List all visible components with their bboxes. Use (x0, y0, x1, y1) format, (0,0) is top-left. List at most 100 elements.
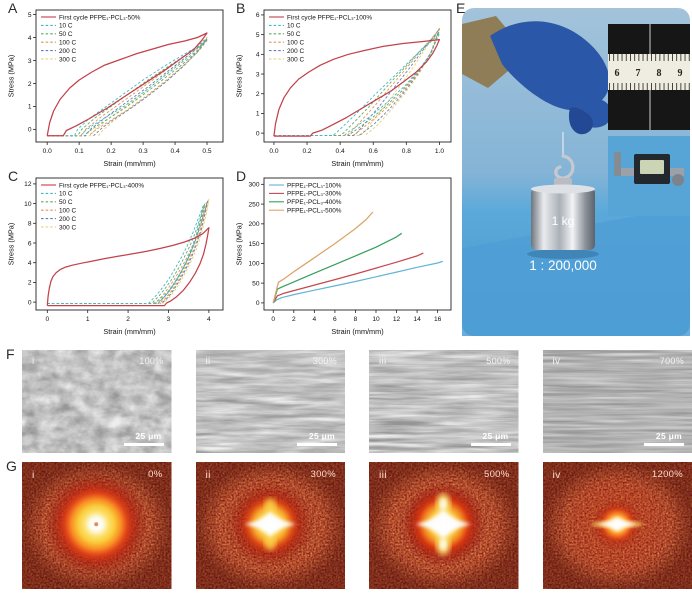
series-line (46, 227, 210, 307)
x-tick-label: 16 (434, 316, 442, 323)
weight-label: 1 kg (552, 214, 575, 228)
panel-label-b: B (236, 0, 246, 16)
sem-roman-3: iii (379, 356, 387, 367)
legend-label: 100 C (59, 208, 76, 215)
ruler-number-6: 6 (615, 68, 620, 79)
x-axis-label: Strain (mm/mm) (103, 159, 155, 168)
caliper-inset (608, 136, 690, 216)
x-tick-label: 8 (354, 316, 358, 323)
caliper-wheel (672, 174, 684, 186)
y-tick-label: 0 (28, 299, 32, 306)
scattering-pattern-1 (22, 462, 172, 590)
x-tick-label: 4 (207, 316, 211, 323)
sem-roman-4: iv (552, 356, 561, 367)
sem-texture-4 (542, 350, 692, 454)
series-line (273, 28, 440, 136)
scattering-image-1: i 0% (22, 462, 172, 590)
x-tick-label: 2 (292, 316, 296, 323)
sem-roman-2: ii (205, 356, 211, 367)
y-tick-label: 6 (256, 12, 260, 19)
x-tick-label: 1.0 (435, 148, 444, 155)
series-line (272, 232, 403, 304)
y-tick-label: 1 (28, 104, 32, 111)
series-line (272, 260, 443, 304)
x-tick-label: 0.0 (269, 148, 278, 155)
y-tick-label: 150 (248, 241, 259, 248)
y-axis-label: Stress (MPa) (235, 223, 244, 266)
x-tick-label: 10 (372, 316, 380, 323)
x-tick-label: 0.1 (75, 148, 84, 155)
legend-label: 100 C (59, 40, 76, 47)
legend-label: 50 C (287, 31, 301, 38)
series-line (47, 38, 208, 137)
legend-label: 50 C (59, 199, 73, 206)
scattering-percent-3: 500% (484, 469, 510, 480)
legend-label: 300 C (287, 56, 304, 63)
y-tick-label: 4 (28, 35, 32, 42)
scattering-pattern-4 (542, 462, 692, 590)
panel-label-e: E (456, 0, 466, 16)
y-axis-label: Stress (MPa) (235, 55, 244, 98)
x-tick-label: 0.3 (138, 148, 147, 155)
weight-shadow (527, 249, 599, 259)
legend-label: First cycle PFPE₁-PCL₃-50% (59, 14, 141, 21)
y-axis-label: Stress (MPa) (7, 223, 16, 266)
y-tick-label: 2 (28, 81, 32, 88)
y-tick-label: 300 (248, 182, 259, 189)
y-tick-label: 5 (28, 12, 32, 19)
caliper-display (640, 160, 664, 174)
panel-label-g: G (6, 458, 17, 474)
glove (490, 21, 612, 128)
sem-roman-1: i (32, 356, 35, 367)
y-tick-label: 250 (248, 201, 259, 208)
series-line (47, 37, 208, 137)
sem-scalebar-1 (123, 443, 164, 447)
x-tick-label: 0.4 (336, 148, 345, 155)
scattering-pattern-2 (195, 462, 345, 590)
x-tick-label: 0.4 (170, 148, 179, 155)
x-tick-label: 0.2 (107, 148, 116, 155)
ruler-number-7: 7 (636, 68, 641, 79)
x-axis-label: Strain (mm/mm) (331, 159, 383, 168)
sem-image-3: iii 500% 25 μm (369, 350, 519, 454)
plot-frame (263, 9, 452, 143)
legend-label: First cycle PFPE₁-PCL₃-400% (59, 182, 144, 189)
y-tick-label: 0 (256, 130, 260, 137)
series-line (47, 202, 207, 305)
x-tick-label: 2 (126, 316, 130, 323)
legend-label: First cycle PFPE₁-PCL₃-100% (287, 14, 372, 21)
y-tick-label: 5 (256, 32, 260, 39)
sem-percent-3: 500% (486, 356, 511, 366)
panel-label-d: D (236, 168, 247, 184)
weight-body (531, 188, 595, 250)
ruler-number-8: 8 (657, 68, 662, 79)
sem-texture-2 (195, 350, 345, 454)
glove-fingers (568, 107, 593, 135)
y-tick-label: 2 (256, 91, 260, 98)
y-tick-label: 50 (252, 280, 260, 287)
x-tick-label: 0.5 (202, 148, 211, 155)
scattering-image-4: iv 1200% (542, 462, 692, 590)
y-tick-label: 6 (28, 240, 32, 247)
chart-panel-b: 0.0 0.2 0.4 0.6 0.8 1.0 0 1 2 3 4 5 6 Strain (mm/mm) S… (235, 9, 452, 168)
photo-illustration: 1 kg 1 : 200,000 6 7 8 9 (462, 8, 690, 336)
series-line (272, 211, 374, 304)
series-line (47, 39, 208, 137)
sem-texture-1 (22, 350, 172, 454)
scattering-row: i 0% ii 300% (22, 462, 692, 590)
plot-frame (35, 177, 224, 311)
sem-image-1: i 100% 25 μm (22, 350, 172, 454)
series-line (46, 32, 208, 137)
x-tick-label: 0 (271, 316, 275, 323)
plot-frame (35, 9, 224, 143)
photo-panel-e: 1 kg 1 : 200,000 6 7 8 9 (462, 8, 690, 336)
sem-percent-4: 700% (659, 356, 684, 366)
scattering-percent-1: 0% (148, 469, 163, 480)
legend-label: 10 C (59, 191, 73, 198)
ratio-label: 1 : 200,000 (529, 258, 597, 273)
scattering-image-3: iii 500% (369, 462, 519, 590)
sem-scalebar-3 (470, 443, 511, 447)
table-surface (462, 206, 690, 336)
series-line (272, 252, 424, 304)
